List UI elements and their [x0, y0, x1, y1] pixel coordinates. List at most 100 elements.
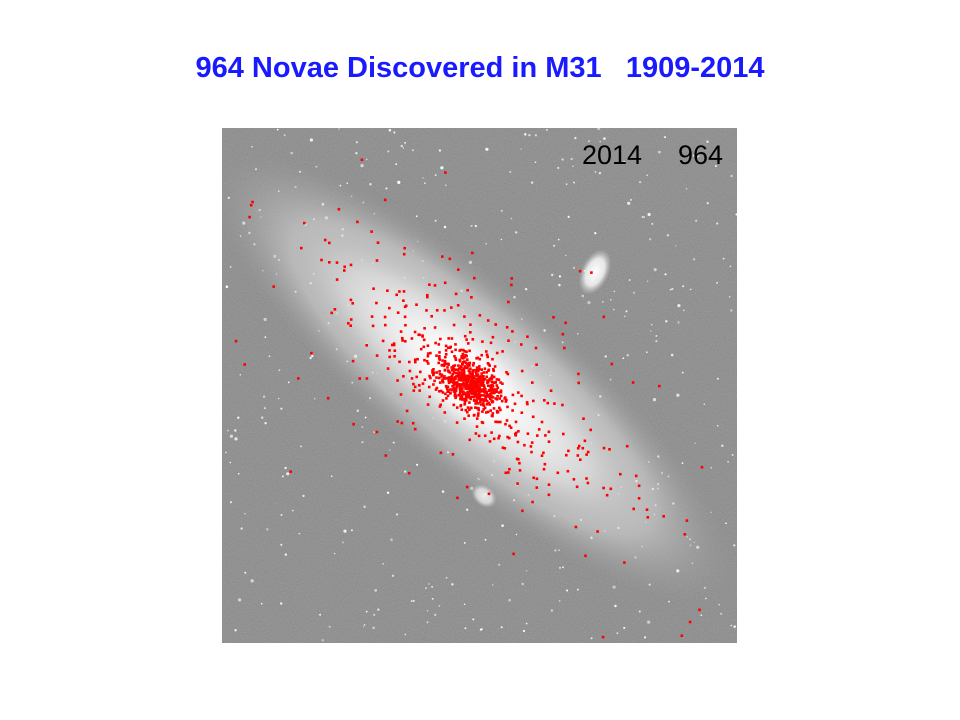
nova-marker [426, 293, 429, 297]
star [643, 636, 647, 639]
nova-marker [490, 387, 494, 391]
nova-marker [505, 371, 508, 374]
nova-marker [488, 403, 492, 406]
nova-marker [488, 440, 492, 443]
nova-marker [471, 251, 474, 255]
nova-marker [596, 530, 599, 533]
nova-marker [532, 476, 535, 480]
star [559, 566, 561, 569]
nova-marker [452, 323, 456, 327]
star [466, 508, 469, 511]
nova-marker [451, 372, 455, 376]
nova-marker [586, 450, 590, 454]
nova-marker [520, 394, 523, 398]
star [229, 434, 233, 438]
nova-marker [448, 257, 452, 261]
nova-marker [547, 483, 551, 486]
star [703, 403, 706, 405]
nova-marker [460, 395, 464, 398]
nova-marker [482, 402, 485, 405]
nova-marker [392, 342, 396, 345]
star [472, 618, 475, 621]
nova-marker [463, 417, 466, 420]
nova-marker [443, 411, 447, 414]
slide-title: 964 Novae Discovered in M31 1909-2014 [195, 52, 765, 84]
nova-marker [472, 399, 476, 402]
star [411, 149, 414, 152]
nova-marker [486, 384, 490, 387]
star [718, 603, 720, 606]
nova-marker [352, 422, 355, 426]
nova-marker [474, 380, 477, 383]
nova-marker [481, 340, 484, 343]
star [498, 563, 501, 566]
nova-marker [485, 390, 489, 394]
nova-marker [326, 396, 330, 400]
nova-marker [404, 340, 407, 343]
companion-galaxy-ngc205 [578, 249, 612, 295]
star [551, 273, 554, 277]
nova-marker [426, 354, 430, 358]
nova-marker [478, 375, 482, 378]
nova-marker [427, 385, 431, 389]
nova-marker [468, 408, 471, 411]
star [647, 620, 651, 624]
year-label: 2014 [582, 140, 643, 170]
nova-marker [376, 241, 380, 244]
nova-marker [506, 405, 509, 409]
nova-marker [646, 516, 650, 519]
star [626, 354, 629, 357]
nova-marker [469, 396, 472, 399]
nova-marker [501, 382, 504, 385]
nova-marker [623, 561, 626, 564]
nova-marker [468, 389, 472, 393]
star [396, 513, 399, 516]
nova-marker [421, 334, 424, 337]
nova-marker [547, 430, 551, 434]
star [385, 187, 388, 190]
star [663, 136, 667, 139]
star [280, 513, 283, 517]
star [463, 541, 466, 544]
nova-marker [370, 230, 373, 233]
nova-marker [454, 389, 458, 393]
nova-marker [514, 434, 517, 437]
nova-marker [468, 370, 472, 374]
star [710, 466, 713, 469]
nova-marker [445, 387, 449, 391]
nova-marker [410, 337, 414, 340]
nova-marker [428, 395, 431, 399]
star [716, 424, 719, 427]
nova-marker [517, 391, 520, 394]
star [422, 177, 424, 179]
nova-marker [488, 379, 491, 382]
star [404, 142, 406, 144]
star [264, 422, 267, 425]
nova-marker [454, 348, 457, 352]
nova-marker [460, 377, 464, 380]
nova-marker [466, 364, 470, 367]
star [731, 453, 734, 456]
nova-marker [482, 375, 485, 378]
star [647, 212, 651, 217]
nova-marker [445, 362, 448, 366]
star [572, 266, 576, 270]
nova-marker [683, 533, 687, 536]
nova-marker [476, 373, 480, 376]
nova-marker [417, 333, 420, 336]
nova-marker [464, 386, 468, 389]
nova-marker [474, 399, 478, 402]
star [508, 598, 511, 602]
star [234, 429, 237, 432]
nova-marker [483, 406, 487, 410]
star [470, 224, 473, 227]
nova-marker [520, 411, 524, 414]
nova-marker [434, 341, 437, 345]
star [434, 174, 437, 177]
star [244, 571, 247, 574]
nova-marker [509, 426, 513, 429]
nova-marker [381, 339, 385, 343]
nova-marker [556, 471, 560, 475]
nova-marker [429, 376, 432, 380]
nova-marker [510, 283, 513, 287]
